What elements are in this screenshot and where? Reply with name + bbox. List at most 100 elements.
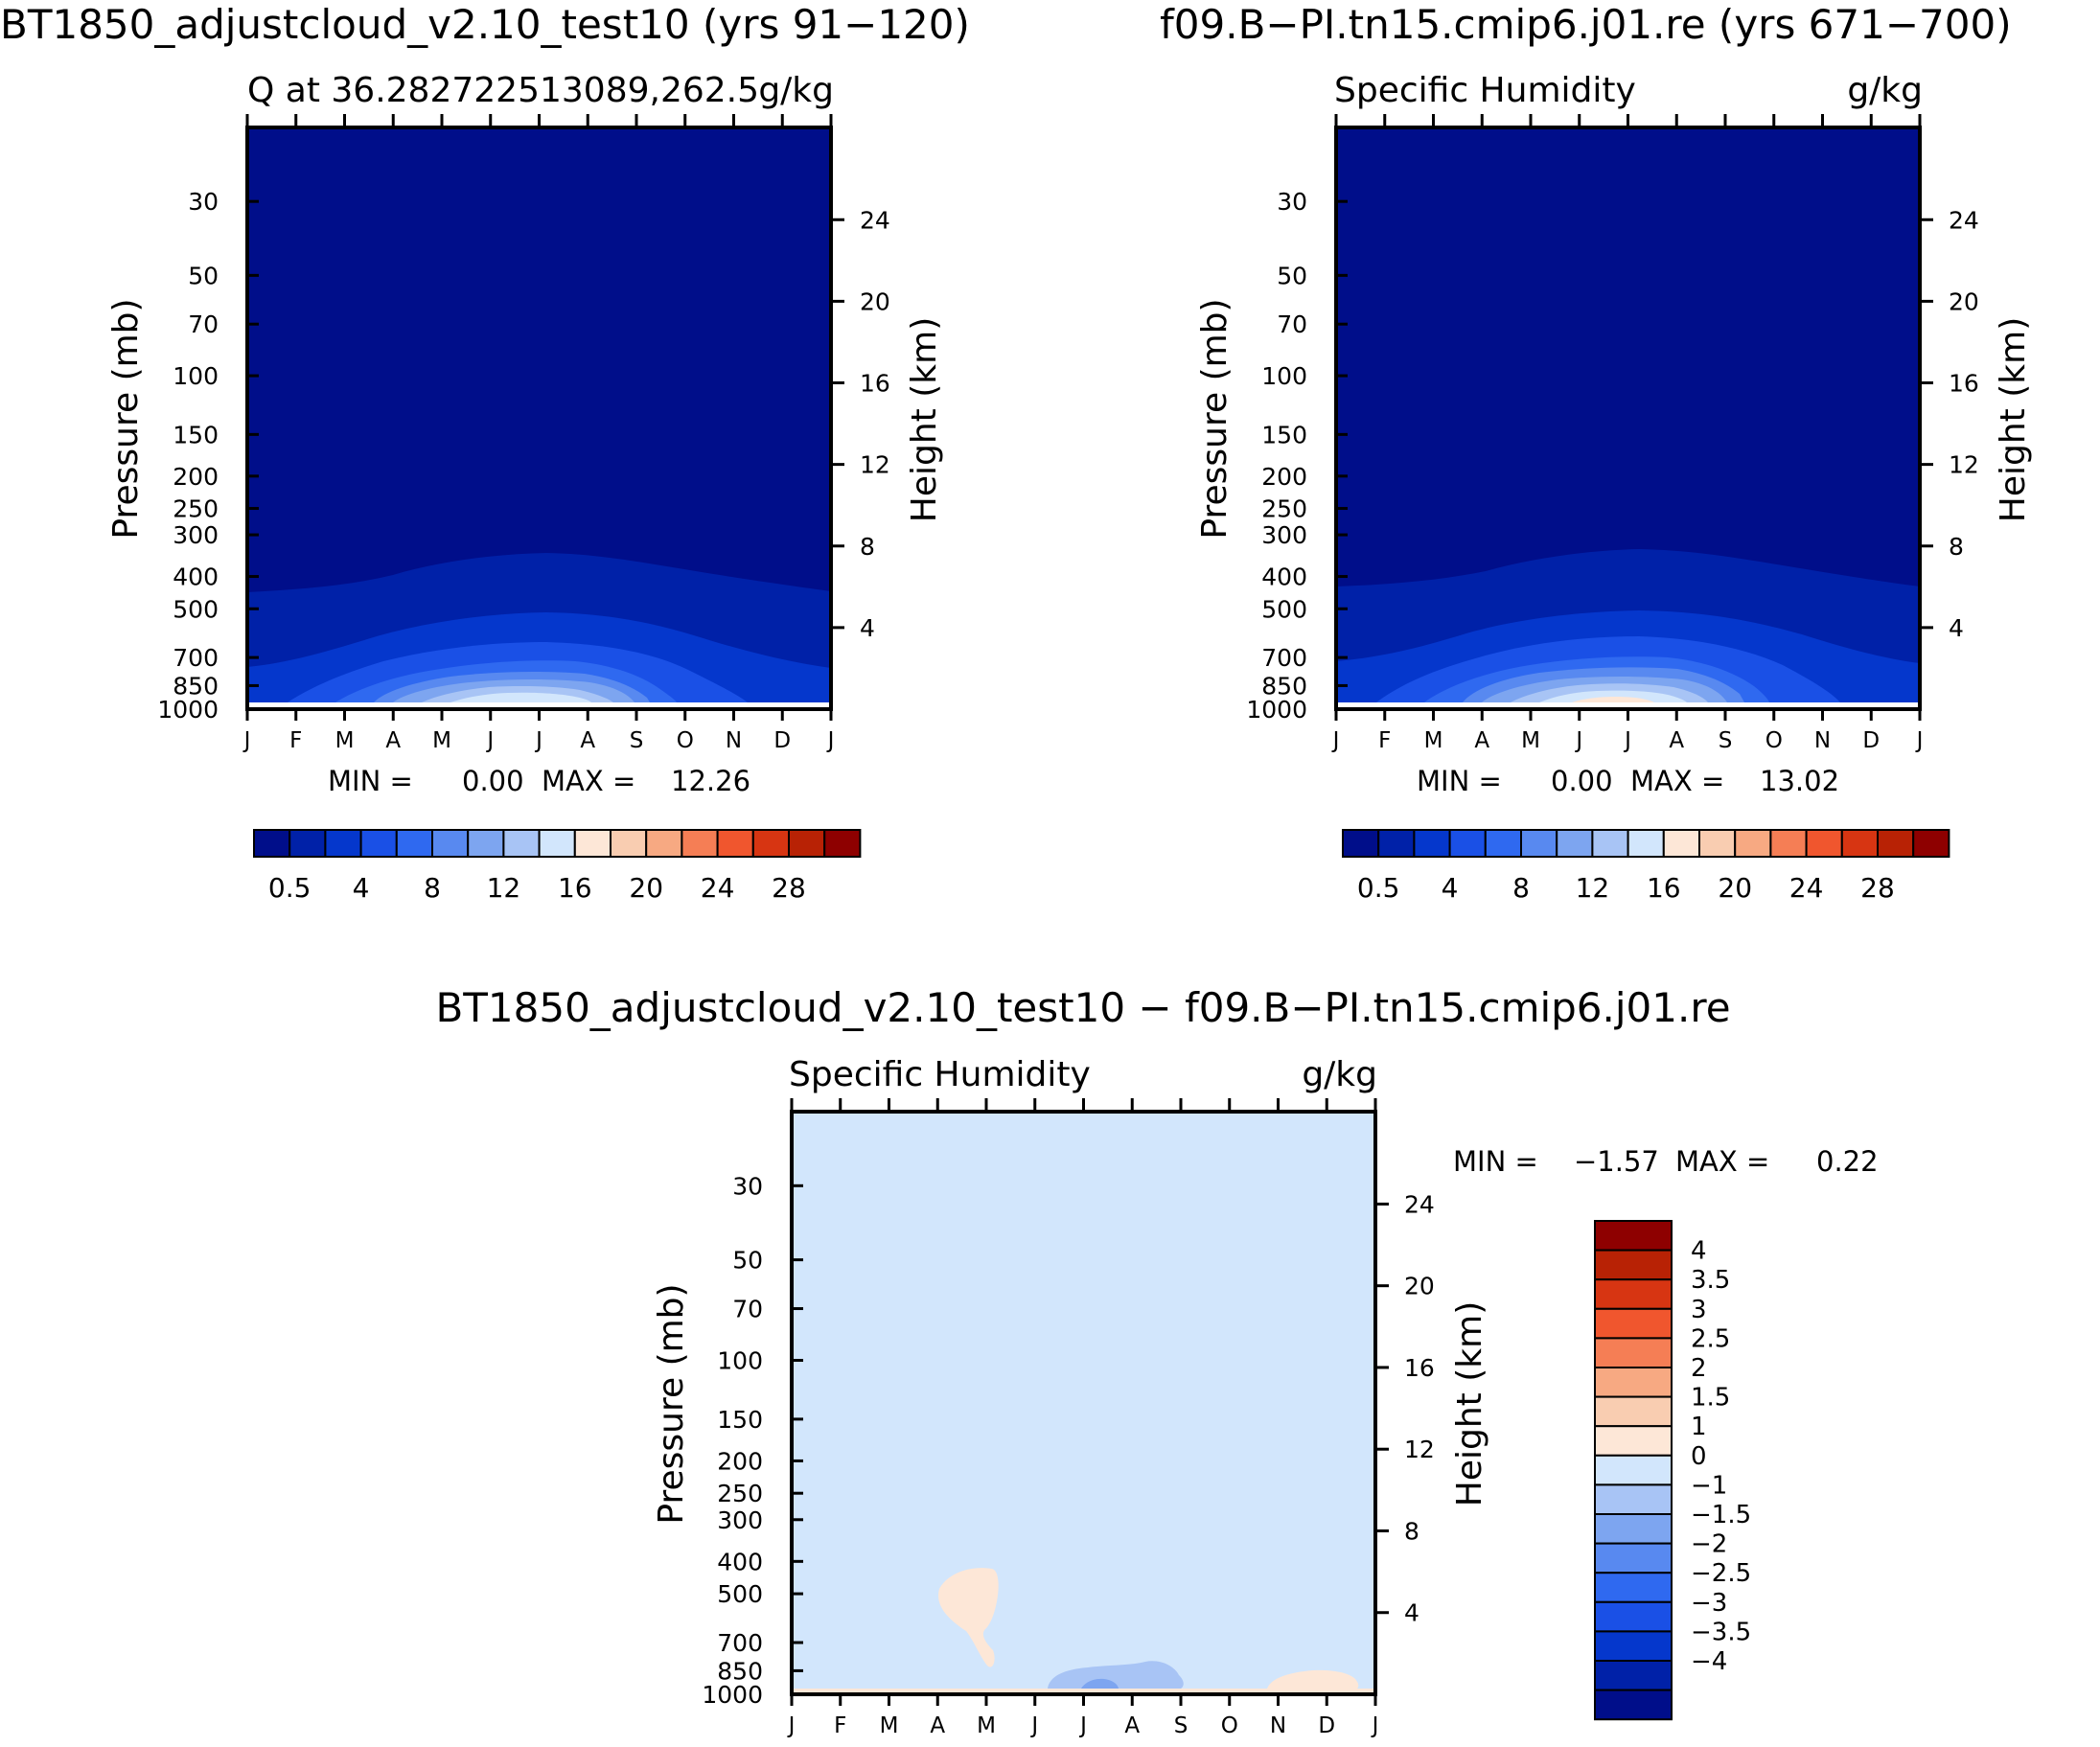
colorbar-label: 20 [629, 872, 663, 904]
colorbar-label: 8 [1512, 872, 1530, 904]
month-tick-label: A [930, 1713, 945, 1738]
colorbar-box [1594, 1542, 1673, 1575]
colorbar-box [1594, 1454, 1673, 1486]
height-tick-label: 12 [860, 451, 890, 479]
colorbar-box [431, 829, 470, 858]
month-tick-label: A [1124, 1713, 1140, 1738]
colorbar-label: −4 [1691, 1647, 1727, 1676]
panel-3-min-label: MIN = [1453, 1145, 1538, 1178]
height-tick-label: 20 [1404, 1273, 1435, 1300]
colorbar-box [1594, 1337, 1673, 1369]
colorbar-label: −1 [1691, 1471, 1727, 1500]
height-tick-label: 12 [1404, 1436, 1435, 1463]
month-tick-label: S [1719, 728, 1733, 753]
height-tick-label: 24 [860, 206, 890, 234]
pressure-tick-label: 70 [188, 310, 219, 338]
panel-3-max-value: 0.22 [1816, 1145, 1879, 1178]
pressure-tick-label: 70 [1277, 310, 1307, 338]
colorbar-box [538, 829, 576, 858]
pressure-tick-label: 30 [188, 188, 219, 216]
month-tick-label: J [242, 728, 251, 753]
colorbar-box [359, 829, 398, 858]
panel-3-plot-area [790, 1110, 1377, 1696]
month-tick-label: J [1915, 728, 1924, 753]
panel-3: BT1850_adjustcloud_v2.10_test10 − f09.B−… [435, 984, 1878, 1738]
pressure-tick-label: 1000 [1246, 696, 1307, 724]
colorbar-box [681, 829, 719, 858]
month-tick-label: J [534, 728, 542, 753]
colorbar-label: 2.5 [1691, 1324, 1730, 1353]
colorbar-box [788, 829, 826, 858]
panel-3-colorbar: 43.532.521.510−1−1.5−2−2.5−3−3.5−4 [1594, 1220, 1751, 1721]
colorbar-label: 4 [353, 872, 370, 904]
month-tick-label: M [977, 1713, 996, 1738]
pressure-tick-label: 850 [173, 672, 219, 700]
month-tick-label: M [880, 1713, 899, 1738]
panel-3-negative-lobe-outer [1048, 1661, 1184, 1689]
height-tick-label: 4 [860, 614, 875, 642]
height-tick-label: 12 [1949, 451, 1979, 479]
month-tick-label: F [1378, 728, 1391, 753]
colorbar-box [1591, 829, 1629, 858]
month-tick-label: S [1174, 1713, 1188, 1738]
colorbar-label: −1.5 [1691, 1501, 1751, 1529]
height-tick-label: 20 [860, 287, 890, 315]
month-tick-label: J [1623, 728, 1631, 753]
colorbar-label: 16 [1647, 872, 1681, 904]
panel-2-colorbar: 0.5 4 8 12 16 20 24 28 [1342, 829, 1950, 904]
month-tick-label: M [1424, 728, 1443, 753]
colorbar-box [1594, 1220, 1673, 1252]
colorbar-box [610, 829, 648, 858]
pressure-tick-label: 100 [173, 362, 219, 390]
pressure-tick-label: 150 [173, 421, 219, 448]
colorbar-label: 24 [1789, 872, 1824, 904]
colorbar-box [1594, 1249, 1673, 1281]
panel-3-subtitle: Specific Humidity [789, 1055, 1091, 1094]
month-tick-label: M [432, 728, 451, 753]
pressure-tick-label: 500 [1261, 595, 1307, 623]
height-tick-label: 16 [860, 370, 890, 398]
panel-3-right-axis: 24 20 16 12 8 4 [1375, 1190, 1435, 1627]
colorbar-box [1698, 829, 1737, 858]
colorbar-label: 1.5 [1691, 1384, 1730, 1413]
colorbar-label: 28 [772, 872, 806, 904]
panel-2-subtitle: Specific Humidity [1334, 71, 1636, 110]
pressure-tick-label: 500 [717, 1580, 763, 1608]
pressure-tick-label: 700 [173, 644, 219, 672]
colorbar-box [1627, 829, 1665, 858]
colorbar-box [1594, 1395, 1673, 1428]
colorbar-box [1594, 1689, 1673, 1721]
colorbar-label: 16 [558, 872, 592, 904]
panel-3-negative-lobe-inner [1081, 1678, 1119, 1689]
pressure-tick-label: 300 [717, 1506, 763, 1534]
pressure-tick-label: 400 [173, 563, 219, 591]
pressure-tick-label: 250 [1261, 495, 1307, 523]
colorbar-box [1840, 829, 1880, 858]
panel-3-ylabel-left: Pressure (mb) [652, 1283, 691, 1524]
colorbar-box [1662, 829, 1701, 858]
colorbar-label: 4 [1442, 872, 1459, 904]
height-tick-label: 16 [1949, 370, 1979, 398]
panel-3-units: g/kg [1302, 1055, 1377, 1094]
panel-2-ylabel-right: Height (km) [1994, 317, 2033, 522]
colorbar-box [395, 829, 433, 858]
panel-2-plot-area [1334, 126, 1922, 711]
height-tick-label: 4 [1404, 1599, 1419, 1627]
colorbar-box [1912, 829, 1950, 858]
pressure-tick-label: 700 [1261, 644, 1307, 672]
panel-1-subtitle: Q at 36.28272251308­9,262.5 [247, 71, 759, 110]
month-tick-label: N [1814, 728, 1831, 753]
pressure-tick-label: 400 [1261, 563, 1307, 591]
height-tick-label: 4 [1949, 614, 1964, 642]
panel-1-case-title: BT1850_adjustcloud_v2.10_test10 (yrs 91−… [0, 1, 970, 48]
panel-2-surface-strip [1336, 702, 1920, 709]
month-tick-label: J [1331, 728, 1340, 753]
panel-3-ylabel-right: Height (km) [1450, 1301, 1489, 1506]
colorbar-label: 0.5 [1357, 872, 1400, 904]
month-tick-label: F [289, 728, 302, 753]
panel-2: f09.B−PI.tn15.cmip6.j01.re (yrs 671−700)… [1160, 1, 2033, 904]
panel-3-surface-strip [792, 1689, 1375, 1694]
